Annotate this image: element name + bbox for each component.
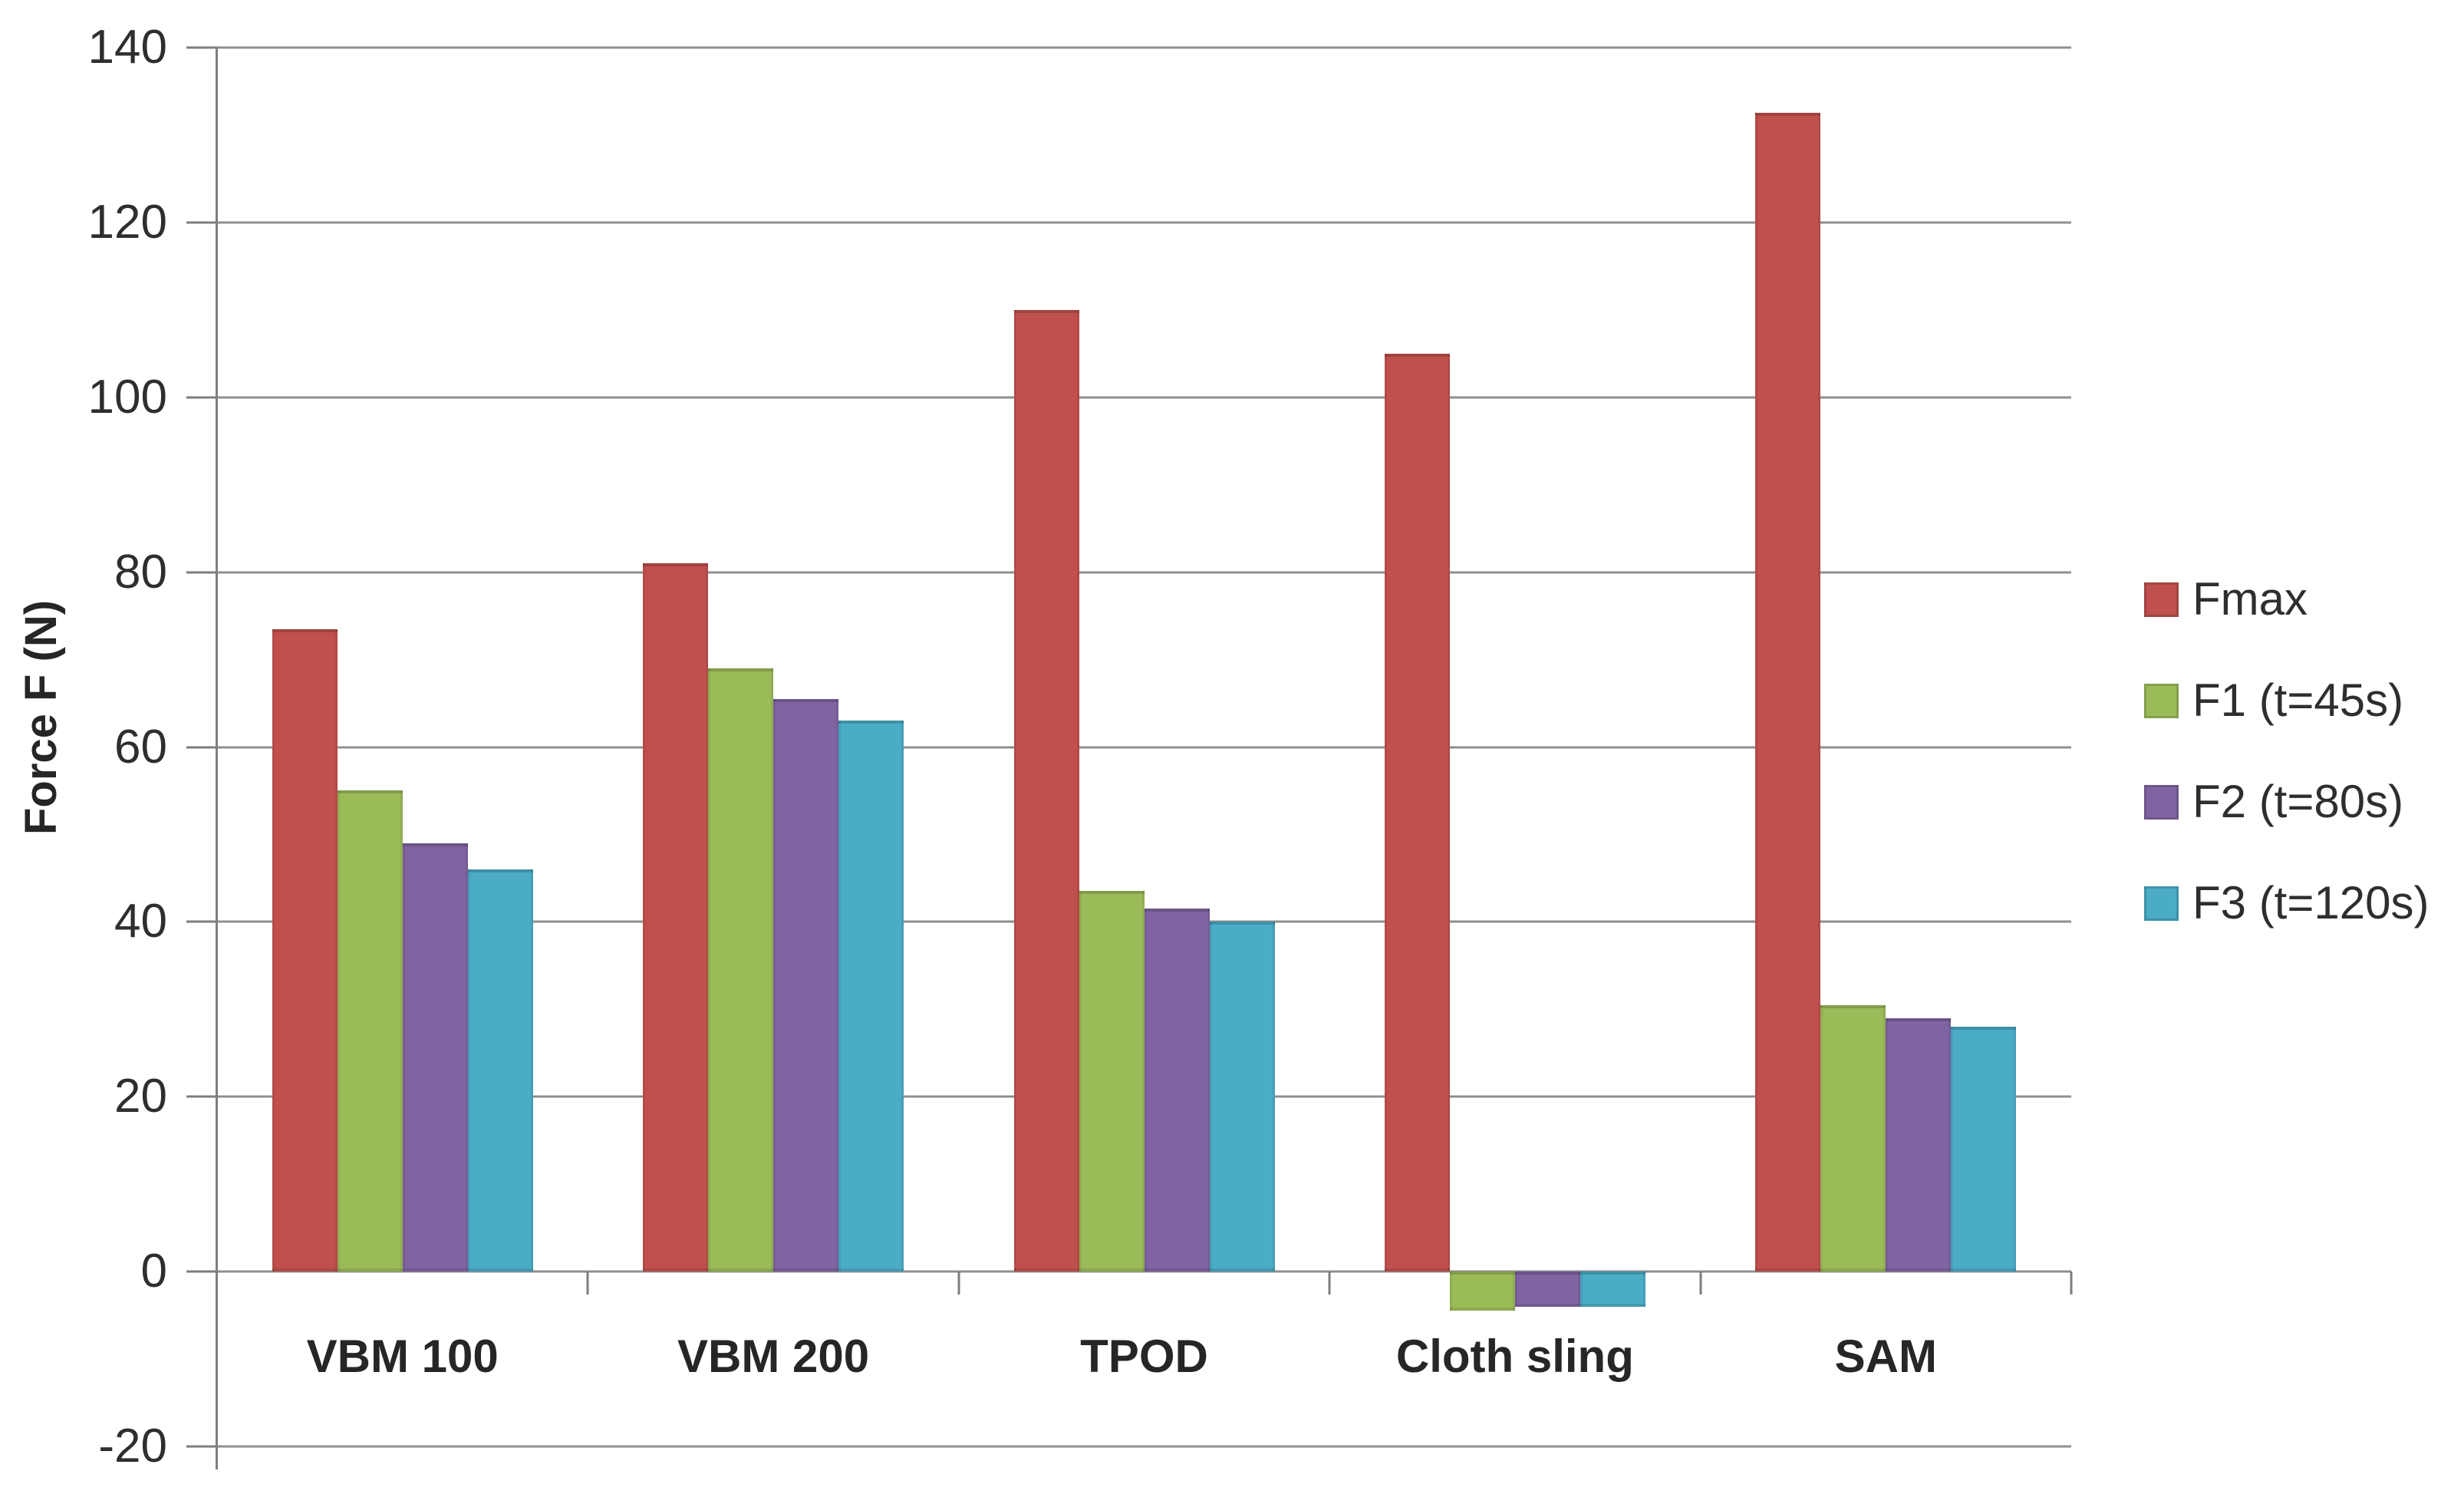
x-tick-mark-3 [1328,1271,1331,1295]
y-tick-label-140: 140 [87,21,167,74]
y-tick-mark-0 [186,1270,217,1273]
bar-vbm-100-f2 [402,843,468,1272]
legend-swatch-icon [2144,784,2179,820]
gridline-y-60 [217,746,2071,748]
legend-swatch-icon [2144,683,2179,718]
y-tick-mark-60 [186,746,217,748]
x-category-label-vbm-200: VBM 200 [677,1331,870,1383]
gridline-y-140 [217,46,2071,49]
legend-label: F3 (t=120s) [2192,877,2429,928]
y-tick-mark-40 [186,920,217,923]
legend-entry-fmax: Fmax [2144,576,2429,622]
bar-vbm-200-f1 [708,668,774,1272]
gridline-y--20 [217,1445,2071,1448]
y-tick-label-60: 60 [114,720,167,773]
y-tick-mark--20 [186,1445,217,1448]
legend-label: F1 (t=45s) [2192,674,2404,726]
bar-cloth-sling-f2 [1514,1271,1580,1307]
y-tick-mark-80 [186,571,217,574]
legend-entry-f3: F3 (t=120s) [2144,880,2429,926]
y-tick-label-20: 20 [114,1070,167,1123]
y-tick-label-80: 80 [114,545,167,599]
bar-sam-f3 [1951,1027,2017,1272]
gridline-y-100 [217,396,2071,399]
y-tick-mark-100 [186,396,217,399]
x-tick-mark-2 [957,1271,960,1295]
y-tick-mark-140 [186,46,217,49]
plot-area: 140 120 100 80 60 40 20 0 -20 VBM 100 VBM 200 TPOD C… [88,21,2073,1473]
legend-label: Fmax [2192,573,2308,625]
y-tick-label-120: 120 [87,195,167,249]
legend-swatch-icon [2144,582,2179,617]
legend-entry-f1: F1 (t=45s) [2144,678,2429,724]
bar-vbm-200-fmax [643,563,709,1272]
x-tick-mark-1 [586,1271,589,1295]
bar-vbm-200-f2 [773,698,839,1272]
y-tick-label--20: -20 [98,1420,167,1473]
bar-cloth-sling-f1 [1449,1271,1515,1311]
y-tick-mark-20 [186,1095,217,1098]
y-axis-title: Force F (N) [16,599,66,835]
y-tick-label-0: 0 [140,1245,167,1298]
y-tick-label-100: 100 [87,370,167,424]
gridline-y-80 [217,571,2071,574]
x-category-label-tpod: TPOD [1080,1331,1208,1383]
y-axis-line [216,48,218,1469]
x-tick-mark-5 [2070,1271,2073,1295]
bar-vbm-200-f3 [838,721,904,1272]
bar-sam-f2 [1886,1018,1952,1272]
gridline-y-120 [217,221,2071,224]
x-category-label-sam: SAM [1834,1331,1937,1383]
bar-tpod-f3 [1209,922,1275,1272]
y-tick-label-40: 40 [114,895,167,948]
legend: Fmax F1 (t=45s) F2 (t=80s) F3 (t=120s) [2144,576,2429,981]
y-tick-mark-120 [186,221,217,224]
bar-cloth-sling-fmax [1384,353,1450,1272]
bar-vbm-100-fmax [272,628,338,1272]
legend-label: F2 (t=80s) [2192,776,2404,827]
bar-vbm-100-f3 [467,869,533,1272]
legend-entry-f2: F2 (t=80s) [2144,779,2429,825]
bar-sam-fmax [1755,113,1821,1272]
bar-sam-f1 [1820,1004,1886,1272]
bar-tpod-f2 [1144,909,1210,1272]
bar-tpod-f1 [1079,891,1145,1272]
x-tick-mark-4 [1699,1271,1702,1295]
x-category-label-vbm-100: VBM 100 [306,1331,499,1383]
gridline-y-0 [217,1270,2071,1273]
bar-vbm-100-f1 [337,790,403,1272]
legend-swatch-icon [2144,886,2179,921]
bar-cloth-sling-f3 [1580,1271,1645,1307]
x-category-label-cloth-sling: Cloth sling [1395,1331,1634,1383]
bar-tpod-fmax [1013,309,1079,1272]
